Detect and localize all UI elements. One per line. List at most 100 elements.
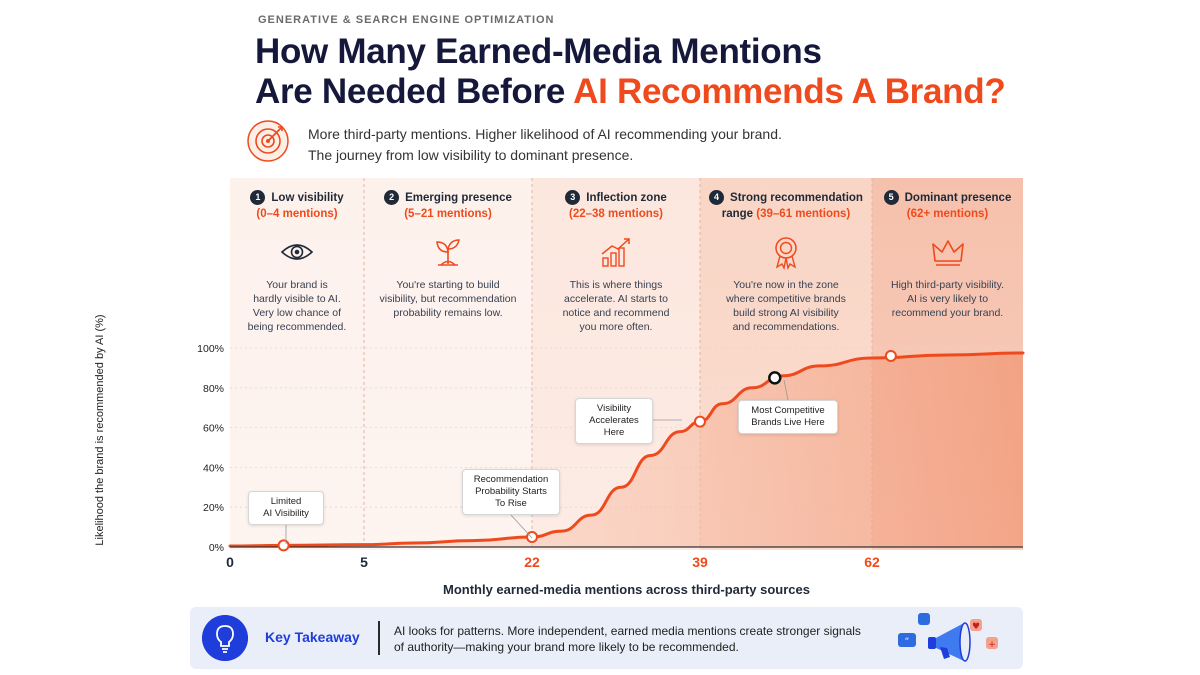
subtitle-line-2: The journey from low visibility to domin…: [308, 147, 634, 163]
desc-line: build strong AI visibility: [733, 307, 839, 319]
desc-line: High third-party visibility.: [890, 279, 1004, 291]
key-takeaway-label: Key Takeaway: [265, 629, 360, 645]
x-tick-label: 5: [360, 554, 368, 570]
stage-low-visibility: 1 Low visibility (0–4 mentions) Your brand…: [230, 178, 364, 550]
annotation-line: AI Visibility: [263, 508, 309, 519]
x-axis-label: Monthly earned-media mentions across thi…: [443, 582, 810, 597]
curve-area: [230, 352, 1023, 547]
desc-line: notice and recommend: [562, 307, 670, 319]
title-accent: AI Recommends A Brand?: [573, 72, 1006, 111]
y-tick-label: 100%: [197, 343, 224, 355]
annotation-line: Brands Live Here: [751, 417, 825, 428]
y-tick-label: 20%: [203, 502, 224, 514]
annotation-line: Probability Starts: [475, 486, 547, 497]
stage-description: High third-party visibility. AI is very l…: [880, 278, 1015, 320]
stage-number: 3: [565, 190, 581, 205]
stage-heading: 2 Emerging presence (5–21 mentions): [364, 190, 532, 222]
desc-line: This is where things: [569, 279, 663, 291]
annotation-line: Most Competitive: [751, 405, 825, 416]
annotation-limited-visibility: Limited AI Visibility: [248, 491, 324, 525]
stage-name: Strong recommendation range: [721, 192, 863, 220]
stage-range: (62+ mentions): [906, 208, 989, 220]
desc-line: visibility, but recommendation: [379, 293, 517, 305]
x-tick-label: 22: [524, 554, 540, 570]
annotation-line: Limited: [270, 496, 302, 507]
divider: [378, 621, 380, 655]
annotation-line: Accelerates: [589, 415, 639, 426]
stage-name: Inflection zone: [586, 192, 667, 204]
crown-icon: [931, 240, 964, 266]
desc-line: You're now in the zone: [733, 279, 839, 291]
svg-text:♥: ♥: [972, 622, 980, 632]
page-title: How Many Earned-Media Mentions Are Neede…: [255, 32, 1006, 112]
target-icon: [247, 120, 289, 162]
subtitle-line-1: More third-party mentions. Higher likeli…: [308, 126, 782, 142]
title-line-2-plain: Are Needed Before: [255, 72, 574, 111]
desc-line: where competitive brands: [726, 293, 846, 305]
stage-range: (0–4 mentions): [256, 208, 338, 220]
annotation-line: Here: [603, 427, 625, 438]
annotation-probability-rise: Recommendation Probability Starts To Rise: [462, 469, 560, 515]
annotation-connector: [783, 379, 789, 401]
stage-name: Emerging presence: [405, 192, 512, 204]
svg-text:“: “: [905, 637, 910, 647]
stage-number: 5: [883, 190, 899, 205]
desc-line: You're starting to build: [396, 279, 500, 291]
y-axis-label: Likelihood the brand is recommended by A…: [94, 314, 106, 546]
data-marker: [694, 415, 706, 428]
stage-heading: 4 Strong recommendation range (39–61 ment…: [700, 190, 872, 222]
subtitle: More third-party mentions. Higher likeli…: [308, 124, 782, 166]
desc-line: and recommendations.: [732, 321, 840, 333]
eyebrow: GENERATIVE & SEARCH ENGINE OPTIMIZATION: [258, 14, 555, 26]
desc-line: you more often.: [579, 321, 653, 333]
key-takeaway-text: AI looks for patterns. More independent,…: [394, 624, 861, 654]
desc-line: hardly visible to AI.: [253, 293, 341, 305]
desc-line: AI is very likely to: [906, 293, 989, 305]
data-marker: [526, 531, 538, 544]
x-tick-label: 39: [692, 554, 708, 570]
annotation-line: Visibility: [596, 403, 632, 414]
y-tick-label: 0%: [209, 542, 224, 554]
y-tick-label: 60%: [203, 423, 224, 435]
stage-description: You're starting to build visibility, but …: [372, 278, 524, 320]
annotation-line: To Rise: [495, 498, 527, 509]
megaphone-icon: “ ♥ +: [898, 613, 998, 662]
stage-heading: 3 Inflection zone (22–38 mentions): [532, 190, 700, 222]
stage-name: Low visibility: [271, 192, 344, 204]
stage-number: 2: [384, 190, 400, 205]
stage-heading: 5 Dominant presence (62+ mentions): [872, 190, 1023, 222]
y-tick-label: 80%: [203, 383, 224, 395]
y-tick-label: 40%: [203, 462, 224, 474]
x-tick-label: 0: [226, 554, 234, 570]
stage-number: 1: [250, 190, 266, 205]
eye-icon: [280, 244, 314, 260]
stage-name: Dominant presence: [904, 192, 1012, 204]
desc-line: Your brand is: [266, 279, 328, 291]
desc-line: recommend your brand.: [891, 307, 1004, 319]
growth-chart-icon: [601, 238, 630, 267]
annotation-line: Recommendation: [473, 474, 549, 485]
stage-number: 4: [709, 190, 725, 205]
x-tick-label: 62: [864, 554, 880, 570]
title-line-1: How Many Earned-Media Mentions: [255, 32, 822, 71]
stage-heading: 1 Low visibility (0–4 mentions): [230, 190, 364, 222]
likelihood-curve: [228, 351, 1025, 548]
sprout-icon: [436, 239, 460, 266]
award-ribbon-icon: [775, 237, 797, 270]
stage-range: (39–61 mentions): [756, 208, 851, 220]
data-marker: [884, 349, 897, 362]
svg-text:+: +: [988, 640, 996, 650]
data-marker: [277, 539, 290, 552]
data-marker: [768, 371, 782, 385]
stage-range: (5–21 mentions): [404, 208, 492, 220]
annotation-connector: [510, 514, 533, 539]
stage-range: (22–38 mentions): [569, 208, 663, 220]
desc-line: probability remains low.: [393, 307, 503, 319]
stage-description: Your brand is hardly visible to AI. Very l…: [238, 278, 356, 334]
desc-line: accelerate. AI starts to: [564, 293, 668, 305]
desc-line: being recommended.: [247, 321, 347, 333]
lightbulb-icon: [202, 615, 248, 661]
annotation-visibility-accelerates: Visibility Accelerates Here: [575, 398, 653, 444]
annotation-competitive-brands: Most Competitive Brands Live Here: [738, 400, 838, 434]
